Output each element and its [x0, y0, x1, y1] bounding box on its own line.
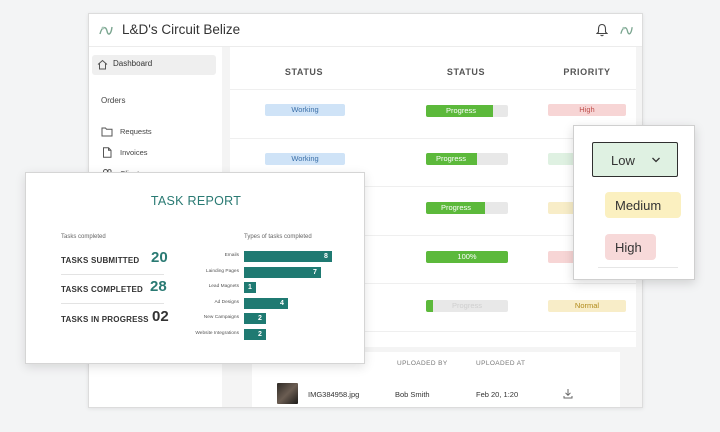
document-icon: [103, 147, 112, 158]
stat-value-in-progress: 02: [152, 308, 169, 325]
bar-value-label: 8: [324, 253, 328, 260]
bar-mark: 2: [244, 328, 266, 340]
sidebar-item-label: Invoices: [120, 148, 148, 157]
bar-category-label: Lead Magnets: [208, 284, 239, 289]
bar-category-label: Website Integrations: [195, 330, 239, 336]
home-icon: [97, 59, 108, 70]
bar-mark: 7: [244, 266, 321, 278]
stat-label-in-progress: TASKS IN PROGRESS: [61, 315, 149, 324]
progress-bar: 100%: [426, 251, 508, 263]
work-status-badge: Working: [265, 153, 345, 165]
progress-label: 100%: [457, 252, 477, 261]
column-header-priority: PRIORITY: [563, 67, 611, 77]
priority-badge[interactable]: Normal: [548, 300, 626, 312]
chevron-down-icon: [652, 157, 660, 163]
progress-bar: Progress: [426, 202, 508, 214]
progress-fill: [426, 300, 433, 312]
bar-value-label: 4: [280, 299, 284, 307]
row-divider: [230, 186, 636, 187]
stat-divider: [61, 303, 164, 304]
bar-mark: 4: [244, 297, 288, 309]
bar-mark: 8: [244, 251, 332, 262]
top-bar: L&D's Circuit Belize: [89, 14, 642, 47]
bell-icon[interactable]: [596, 23, 608, 37]
stat-label-completed: TASKS COMPLETED: [61, 285, 143, 294]
progress-fill: [426, 105, 494, 117]
uploaded-at: Feb 20, 1:20: [476, 390, 519, 399]
stat-label-submitted: TASKS SUBMITTED: [61, 256, 140, 265]
column-header-uploaded-at: UPLOADED AT: [476, 360, 526, 367]
progress-bar: Progress: [426, 300, 508, 312]
progress-bar: Progress: [426, 153, 508, 165]
row-divider: [230, 331, 636, 332]
progress-fill: [426, 202, 486, 214]
priority-option-high[interactable]: High: [605, 234, 656, 260]
app-title: L&D's Circuit Belize: [122, 22, 241, 37]
stat-value-completed: 28: [150, 278, 167, 295]
progress-label: Progress: [451, 301, 482, 310]
bar-category-label: Lainding Pages: [205, 268, 239, 274]
bar-category-label: Emails: [224, 253, 239, 258]
download-icon[interactable]: [563, 388, 573, 399]
progress-fill: [426, 153, 477, 165]
column-header-uploaded-by: UPLOADED BY: [397, 360, 448, 367]
stat-value-submitted: 20: [151, 249, 168, 266]
column-header-status: STATUS: [284, 67, 324, 77]
progress-label: Progress: [445, 106, 476, 115]
sidebar-item-label: Dashboard: [113, 59, 153, 68]
folder-icon: [101, 127, 113, 137]
bar-value-label: 1: [248, 284, 252, 291]
bar-category-label: New Campaigns: [203, 315, 239, 320]
priority-select[interactable]: Low: [592, 142, 678, 177]
sidebar-item-invoices[interactable]: Invoices: [101, 146, 211, 160]
bar-mark: 2: [244, 313, 266, 324]
brand-logo-icon: [99, 26, 113, 35]
task-report-card: TASK REPORT Tasks completed Types of tas…: [25, 172, 365, 364]
dropdown-divider: [598, 267, 678, 268]
row-divider: [230, 138, 636, 139]
work-status-badge: Working: [265, 104, 345, 116]
column-header-progress-status: STATUS: [446, 67, 486, 77]
priority-selected-value: Low: [611, 153, 635, 168]
report-title: TASK REPORT: [150, 194, 242, 208]
sidebar-item-dashboard[interactable]: Dashboard: [92, 55, 216, 75]
report-left-subtitle: Tasks completed: [61, 234, 106, 240]
priority-dropdown-menu: Low Medium High: [573, 125, 695, 280]
stat-divider: [61, 274, 164, 275]
progress-fill: [426, 251, 508, 263]
sidebar-item-requests[interactable]: Requests: [101, 125, 211, 139]
progress-label: Progress: [435, 154, 466, 163]
uploaded-by: Bob Smith: [395, 390, 430, 399]
row-divider: [230, 89, 636, 90]
priority-badge[interactable]: High: [548, 104, 626, 116]
row-divider: [230, 283, 636, 284]
priority-option-medium[interactable]: Medium: [605, 192, 681, 218]
bar-value-label: 2: [258, 330, 262, 338]
progress-bar: Progress: [426, 105, 508, 117]
progress-label: Progress: [440, 203, 471, 212]
option-label: High: [615, 240, 642, 255]
bar-mark: 1: [244, 282, 256, 293]
bar-value-label: 2: [258, 315, 262, 322]
option-label: Medium: [615, 198, 662, 213]
file-thumbnail[interactable]: [277, 383, 298, 404]
bar-value-label: 7: [313, 268, 317, 276]
file-name[interactable]: IMG384958.jpg: [308, 390, 360, 399]
sidebar-group-orders: Orders: [101, 96, 126, 105]
user-avatar-icon[interactable]: [619, 23, 634, 37]
report-chart-subtitle: Types of tasks completed: [244, 234, 312, 240]
sidebar-item-label: Requests: [120, 127, 152, 136]
bar-category-label: Ad Designs: [214, 299, 239, 305]
row-divider: [230, 235, 636, 236]
